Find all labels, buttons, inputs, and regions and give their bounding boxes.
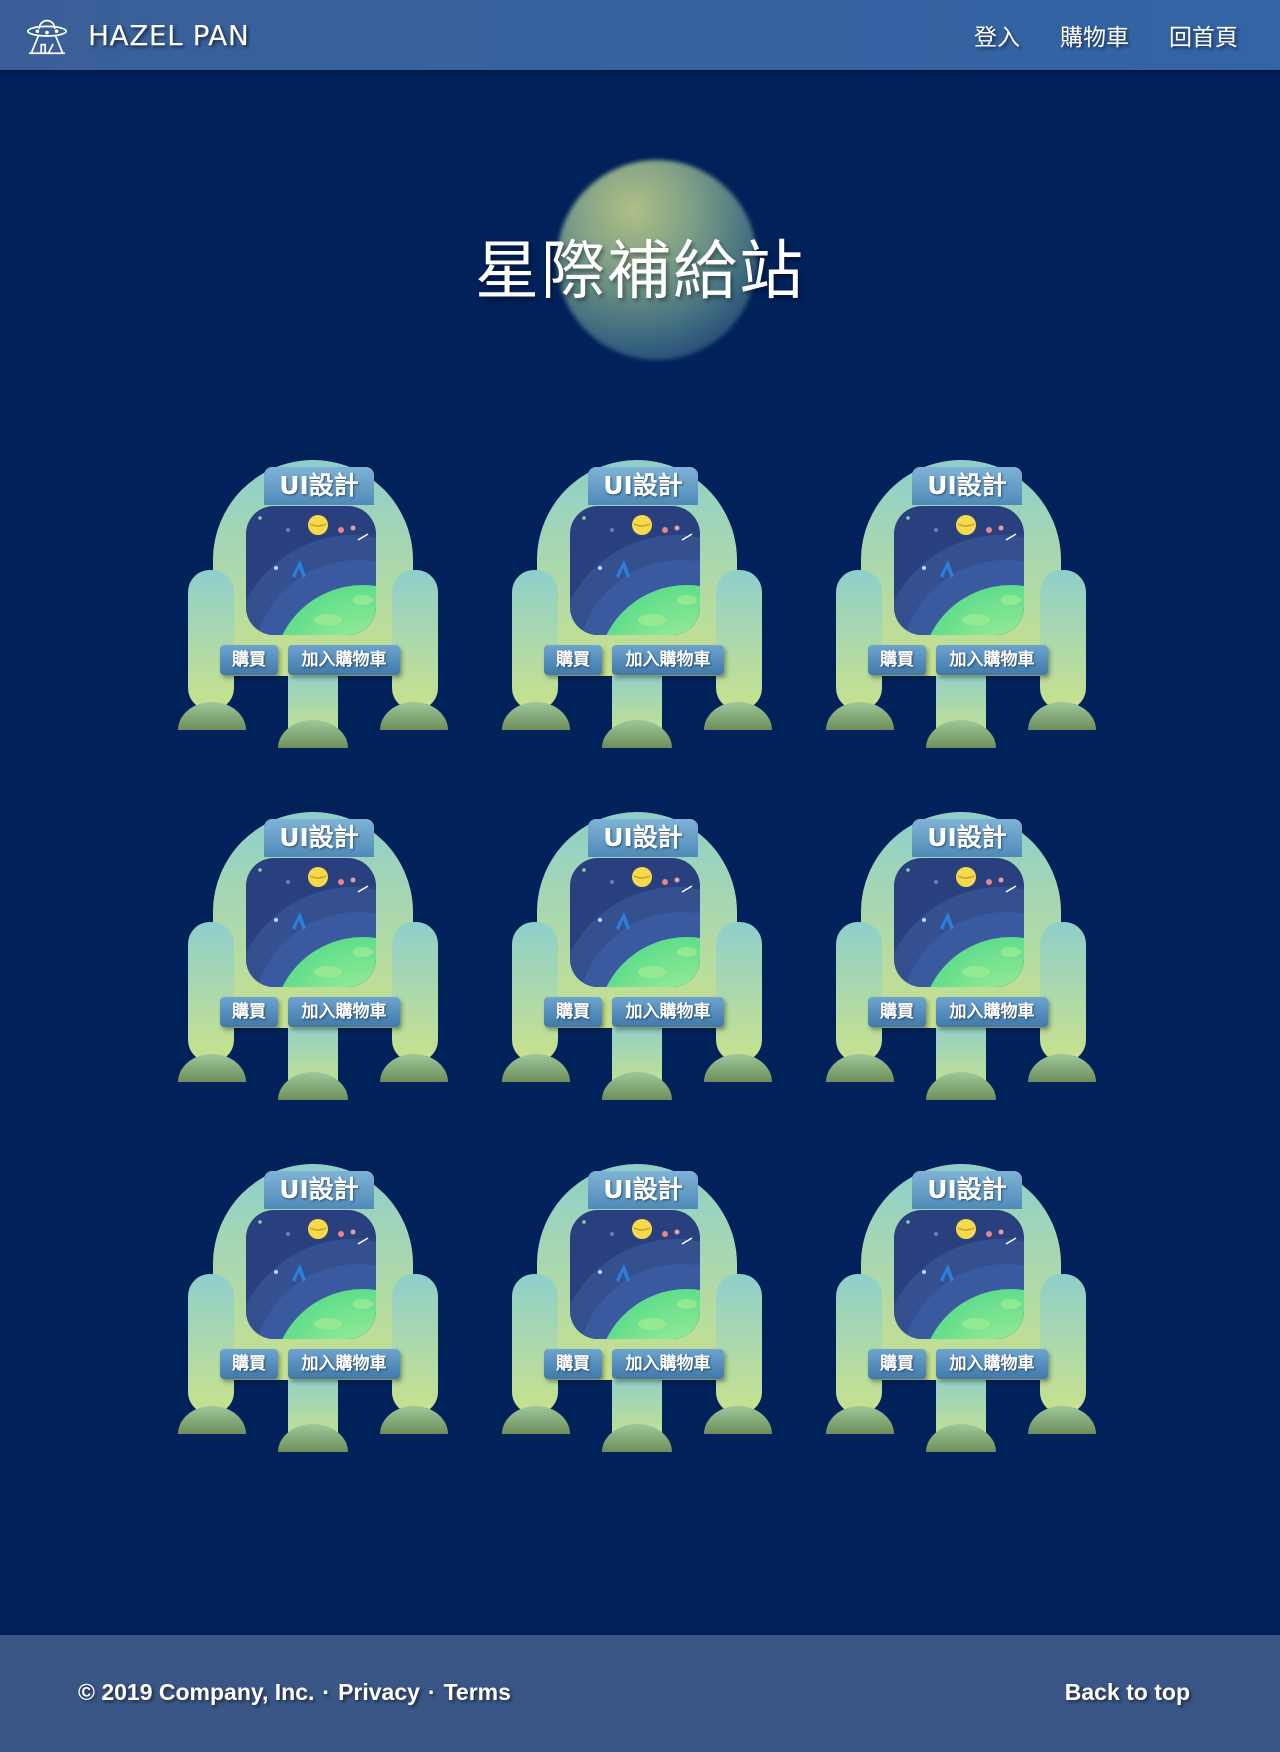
robot-illustration xyxy=(826,812,1096,1100)
footer-separator: · xyxy=(427,1679,436,1705)
add-to-cart-button[interactable]: 加入購物車 xyxy=(612,645,724,675)
buy-button[interactable]: 購買 xyxy=(220,645,278,675)
nav-cart[interactable]: 購物車 xyxy=(1060,25,1129,51)
brand-name: HAZEL PAN xyxy=(88,18,250,52)
buy-button[interactable]: 購買 xyxy=(868,1349,926,1379)
product-title: UI設計 xyxy=(912,467,1022,505)
product-card[interactable]: UI設計購買 加入購物車 xyxy=(502,450,772,752)
robot-illustration xyxy=(502,460,772,748)
hero-planet xyxy=(557,160,757,360)
add-to-cart-button[interactable]: 加入購物車 xyxy=(936,645,1048,675)
robot-illustration xyxy=(826,460,1096,748)
product-card[interactable]: UI設計購買 加入購物車 xyxy=(178,802,448,1104)
product-card[interactable]: UI設計購買 加入購物車 xyxy=(502,802,772,1104)
product-title: UI設計 xyxy=(588,819,698,857)
nav-home[interactable]: 回首頁 xyxy=(1169,25,1238,51)
product-card[interactable]: UI設計購買 加入購物車 xyxy=(826,450,1096,752)
robot-illustration xyxy=(502,1164,772,1452)
add-to-cart-button[interactable]: 加入購物車 xyxy=(612,1349,724,1379)
product-title: UI設計 xyxy=(264,467,374,505)
buy-button[interactable]: 購買 xyxy=(868,645,926,675)
product-title: UI設計 xyxy=(264,1171,374,1209)
product-card[interactable]: UI設計購買 加入購物車 xyxy=(502,1154,772,1456)
buy-button[interactable]: 購買 xyxy=(544,645,602,675)
copyright: © 2019 Company, Inc. xyxy=(78,1679,315,1705)
brand[interactable]: HAZEL PAN xyxy=(24,10,249,60)
hero: 星際補給站 xyxy=(0,150,1280,370)
buy-button[interactable]: 購買 xyxy=(220,997,278,1027)
add-to-cart-button[interactable]: 加入購物車 xyxy=(288,1349,400,1379)
footer-copyright-row: © 2019 Company, Inc. · Privacy · Terms xyxy=(78,1679,511,1706)
add-to-cart-button[interactable]: 加入購物車 xyxy=(936,997,1048,1027)
product-title: UI設計 xyxy=(912,1171,1022,1209)
robot-illustration xyxy=(178,1164,448,1452)
privacy-link[interactable]: Privacy xyxy=(338,1679,420,1705)
robot-illustration xyxy=(826,1164,1096,1452)
add-to-cart-button[interactable]: 加入購物車 xyxy=(288,645,400,675)
add-to-cart-button[interactable]: 加入購物車 xyxy=(288,997,400,1027)
robot-illustration xyxy=(502,812,772,1100)
robot-illustration xyxy=(178,460,448,748)
robot-illustration xyxy=(178,812,448,1100)
buy-button[interactable]: 購買 xyxy=(868,997,926,1027)
nav-links: 登入 購物車 回首頁 xyxy=(934,0,1238,70)
page-title: 星際補給站 xyxy=(475,235,805,309)
product-card[interactable]: UI設計購買 加入購物車 xyxy=(178,1154,448,1456)
product-title: UI設計 xyxy=(588,467,698,505)
buy-button[interactable]: 購買 xyxy=(544,1349,602,1379)
add-to-cart-button[interactable]: 加入購物車 xyxy=(612,997,724,1027)
nav-login[interactable]: 登入 xyxy=(974,25,1020,51)
terms-link[interactable]: Terms xyxy=(443,1679,511,1705)
navbar: HAZEL PAN 登入 購物車 回首頁 xyxy=(0,0,1280,70)
product-title: UI設計 xyxy=(588,1171,698,1209)
product-card[interactable]: UI設計購買 加入購物車 xyxy=(826,1154,1096,1456)
buy-button[interactable]: 購買 xyxy=(220,1349,278,1379)
buy-button[interactable]: 購買 xyxy=(544,997,602,1027)
product-title: UI設計 xyxy=(264,819,374,857)
product-title: UI設計 xyxy=(912,819,1022,857)
footer: © 2019 Company, Inc. · Privacy · Terms Back … xyxy=(0,1635,1280,1752)
add-to-cart-button[interactable]: 加入購物車 xyxy=(936,1349,1048,1379)
product-card[interactable]: UI設計購買 加入購物車 xyxy=(178,450,448,752)
product-card[interactable]: UI設計購買 加入購物車 xyxy=(826,802,1096,1104)
ufo-icon xyxy=(26,19,68,55)
footer-separator: · xyxy=(322,1679,331,1705)
back-to-top-link[interactable]: Back to top xyxy=(1064,1679,1190,1705)
